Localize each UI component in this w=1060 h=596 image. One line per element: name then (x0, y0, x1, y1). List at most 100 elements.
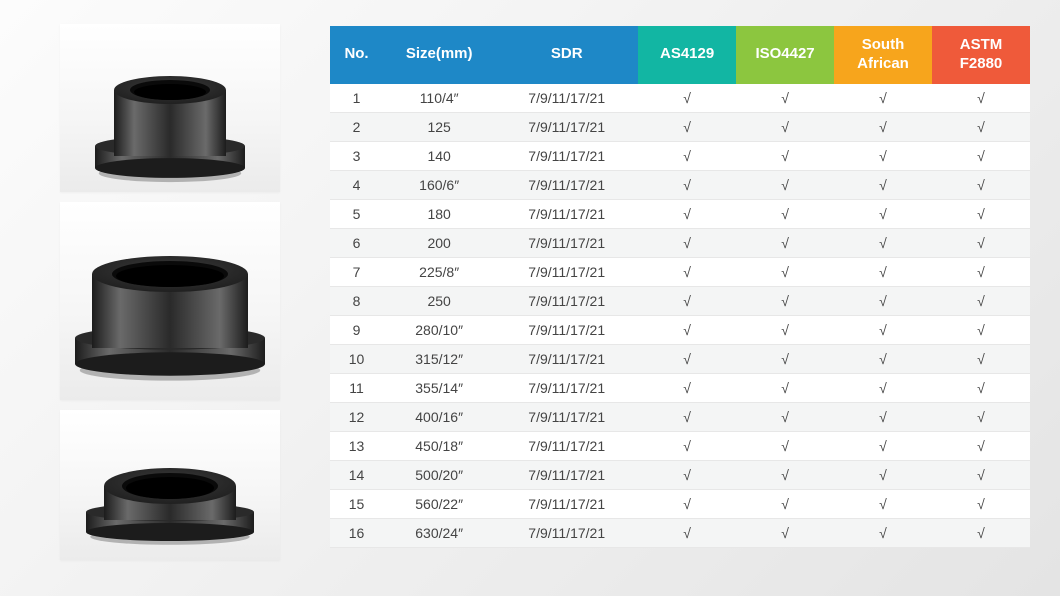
cell-astm: √ (932, 141, 1030, 170)
cell-as4129: √ (638, 84, 736, 113)
header-label: No. (344, 45, 368, 62)
cell-no: 7 (330, 257, 383, 286)
cell-iso4427: √ (736, 373, 834, 402)
cell-safr: √ (834, 460, 932, 489)
header-label: AS4129 (660, 45, 714, 62)
cell-as4129: √ (638, 373, 736, 402)
cell-as4129: √ (638, 489, 736, 518)
table-row: 31407/9/11/17/21√√√√ (330, 141, 1030, 170)
header-sdr: SDR (495, 26, 638, 84)
cell-astm: √ (932, 373, 1030, 402)
header-label: South (862, 36, 905, 53)
cell-astm: √ (932, 286, 1030, 315)
cell-size: 280/10″ (383, 315, 495, 344)
cell-safr: √ (834, 141, 932, 170)
header-as4129: AS4129 (638, 26, 736, 84)
cell-iso4427: √ (736, 315, 834, 344)
cell-sdr: 7/9/11/17/21 (495, 431, 638, 460)
cell-sdr: 7/9/11/17/21 (495, 315, 638, 344)
cell-astm: √ (932, 112, 1030, 141)
cell-size: 500/20″ (383, 460, 495, 489)
cell-no: 3 (330, 141, 383, 170)
cell-as4129: √ (638, 402, 736, 431)
cell-as4129: √ (638, 199, 736, 228)
cell-size: 400/16″ (383, 402, 495, 431)
cell-astm: √ (932, 518, 1030, 547)
cell-astm: √ (932, 460, 1030, 489)
cell-as4129: √ (638, 257, 736, 286)
cell-no: 1 (330, 84, 383, 113)
cell-iso4427: √ (736, 170, 834, 199)
cell-sdr: 7/9/11/17/21 (495, 402, 638, 431)
cell-iso4427: √ (736, 518, 834, 547)
cell-iso4427: √ (736, 402, 834, 431)
cell-size: 180 (383, 199, 495, 228)
cell-safr: √ (834, 170, 932, 199)
cell-size: 160/6″ (383, 170, 495, 199)
table-row: 11355/14″7/9/11/17/21√√√√ (330, 373, 1030, 402)
cell-no: 13 (330, 431, 383, 460)
cell-safr: √ (834, 228, 932, 257)
cell-astm: √ (932, 402, 1030, 431)
cell-astm: √ (932, 315, 1030, 344)
cell-safr: √ (834, 315, 932, 344)
cell-iso4427: √ (736, 84, 834, 113)
table-row: 62007/9/11/17/21√√√√ (330, 228, 1030, 257)
cell-size: 110/4″ (383, 84, 495, 113)
cell-safr: √ (834, 112, 932, 141)
cell-sdr: 7/9/11/17/21 (495, 228, 638, 257)
header-label: Size(mm) (406, 45, 473, 62)
header-size: Size(mm) (383, 26, 495, 84)
cell-size: 315/12″ (383, 344, 495, 373)
cell-size: 630/24″ (383, 518, 495, 547)
table-row: 15560/22″7/9/11/17/21√√√√ (330, 489, 1030, 518)
cell-no: 11 (330, 373, 383, 402)
table-row: 1110/4″7/9/11/17/21√√√√ (330, 84, 1030, 113)
cell-sdr: 7/9/11/17/21 (495, 199, 638, 228)
cell-safr: √ (834, 373, 932, 402)
flange-icon (60, 440, 280, 560)
table-row: 9280/10″7/9/11/17/21√√√√ (330, 315, 1030, 344)
cell-no: 6 (330, 228, 383, 257)
cell-iso4427: √ (736, 286, 834, 315)
cell-astm: √ (932, 199, 1030, 228)
cell-sdr: 7/9/11/17/21 (495, 170, 638, 199)
cell-no: 5 (330, 199, 383, 228)
cell-size: 450/18″ (383, 431, 495, 460)
cell-no: 10 (330, 344, 383, 373)
cell-safr: √ (834, 199, 932, 228)
table-row: 10315/12″7/9/11/17/21√√√√ (330, 344, 1030, 373)
cell-sdr: 7/9/11/17/21 (495, 460, 638, 489)
cell-sdr: 7/9/11/17/21 (495, 518, 638, 547)
cell-sdr: 7/9/11/17/21 (495, 257, 638, 286)
cell-iso4427: √ (736, 257, 834, 286)
table-row: 13450/18″7/9/11/17/21√√√√ (330, 431, 1030, 460)
spec-table: No.Size(mm)SDRAS4129ISO4427SouthAfricanA… (330, 26, 1030, 548)
cell-size: 355/14″ (383, 373, 495, 402)
cell-astm: √ (932, 84, 1030, 113)
cell-astm: √ (932, 489, 1030, 518)
cell-as4129: √ (638, 518, 736, 547)
cell-size: 125 (383, 112, 495, 141)
cell-as4129: √ (638, 228, 736, 257)
table-row: 82507/9/11/17/21√√√√ (330, 286, 1030, 315)
cell-no: 4 (330, 170, 383, 199)
cell-sdr: 7/9/11/17/21 (495, 141, 638, 170)
header-label: ISO4427 (755, 45, 814, 62)
cell-as4129: √ (638, 460, 736, 489)
cell-astm: √ (932, 344, 1030, 373)
cell-safr: √ (834, 431, 932, 460)
cell-safr: √ (834, 402, 932, 431)
table-row: 51807/9/11/17/21√√√√ (330, 199, 1030, 228)
cell-safr: √ (834, 257, 932, 286)
cell-no: 14 (330, 460, 383, 489)
cell-as4129: √ (638, 170, 736, 199)
cell-iso4427: √ (736, 431, 834, 460)
table-row: 7225/8″7/9/11/17/21√√√√ (330, 257, 1030, 286)
spec-table-header-row: No.Size(mm)SDRAS4129ISO4427SouthAfricanA… (330, 26, 1030, 84)
header-label: ASTM (960, 36, 1003, 53)
product-image-3 (60, 410, 280, 560)
cell-sdr: 7/9/11/17/21 (495, 344, 638, 373)
cell-size: 200 (383, 228, 495, 257)
cell-size: 140 (383, 141, 495, 170)
